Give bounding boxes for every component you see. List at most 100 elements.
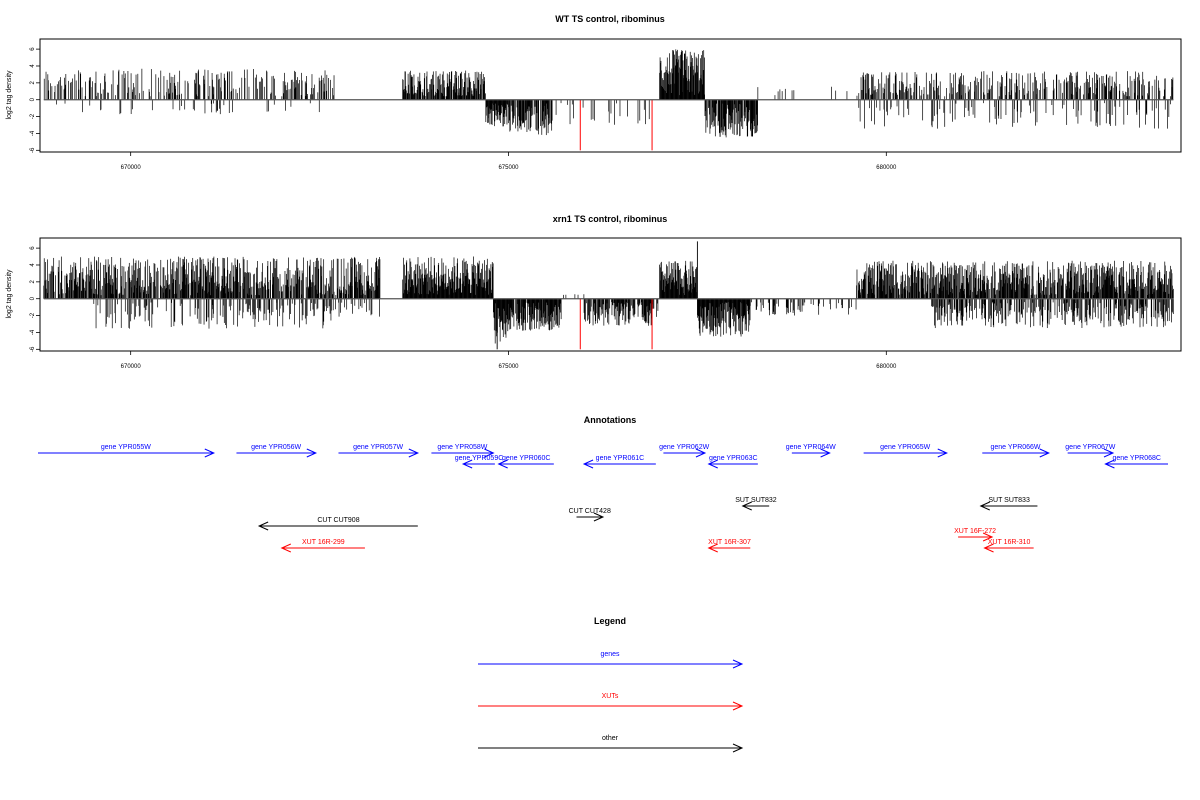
feature-label: gene YPR057W [353,444,403,451]
feature-label: gene YPR061C [596,455,645,462]
feature-arrowhead [280,543,292,553]
feature-other: CUT CUT908 [257,517,418,531]
y-tick-label: -2 [30,113,36,119]
feature-other: SUT SUT833 [979,497,1038,511]
feature-xut: XUT 16F-272 [954,528,996,542]
x-tick-label: 680000 [876,364,897,370]
y-tick-label: 6 [30,246,36,250]
feature-gene: gene YPR057W [338,444,420,458]
panel-title-xrn1: xrn1 TS control, ribominus [553,214,668,224]
feature-arrowhead [732,659,744,669]
y-tick-label: -2 [30,312,36,318]
feature-label: CUT CUT428 [569,508,611,515]
feature-gene: gene YPR060C [497,455,554,469]
feature-gene: gene YPR055W [38,444,216,458]
feature-gene: gene YPR061C [582,455,656,469]
feature-other: CUT CUT428 [569,508,611,522]
x-tick-label: 670000 [121,364,142,370]
feature-arrowhead [982,532,994,542]
feature-label: gene YPR068C [1112,455,1161,462]
y-ticks-wt: -6 -4 -2 0 2 4 6 [30,47,40,153]
legend-section: Legend genes XUTs other [478,616,744,753]
panel-title-wt: WT TS control, ribominus [555,14,665,24]
feature-arrowhead [732,743,744,753]
feature-arrowhead [593,512,605,522]
feature-label: gene YPR064W [786,444,836,451]
feature-other: SUT SUT832 [735,497,777,511]
y-tick-label: 6 [30,47,36,51]
x-ticks-wt: 670000 675000 680000 [121,152,897,171]
feature-label: SUT SUT832 [735,497,777,504]
feature-arrowhead [497,459,508,469]
feature-arrowhead [707,543,718,553]
bars-wt [43,49,1174,151]
feature-arrowhead [1103,448,1115,458]
feature-arrowhead [306,448,318,458]
x-tick-label: 675000 [498,165,519,171]
feature-gene: gene YPR066W [982,444,1050,458]
feature-arrowhead [979,501,990,511]
feature-label: gene YPR067W [1065,444,1115,451]
x-ticks-xrn1: 670000 675000 680000 [121,351,897,370]
feature-label: gene YPR063C [709,455,758,462]
feature-arrowhead [707,459,718,469]
y-ticks-xrn1: -6 -4 -2 0 2 4 6 [30,246,40,352]
legend-title: Legend [594,616,626,626]
x-tick-label: 675000 [498,364,519,370]
y-tick-label: -6 [30,147,36,153]
feature-label: XUT 16F-272 [954,528,996,535]
bars-xrn1 [43,241,1174,350]
legend-label: other [602,735,619,742]
x-tick-label: 670000 [121,165,142,171]
y-tick-label: -6 [30,346,36,352]
feature-arrowhead [204,448,216,458]
feature-gene: gene YPR056W [236,444,318,458]
feature-gene: gene YPR063C [707,455,758,469]
feature-gene: gene YPR058W [431,444,495,458]
y-tick-label: 0 [30,296,36,300]
feature-label: gene YPR062W [659,444,709,451]
feature-arrowhead [1104,459,1115,469]
feature-label: XUT 16R-299 [302,539,345,546]
feature-arrowhead [484,448,495,458]
feature-arrowhead [408,448,420,458]
feature-arrowhead [820,448,831,458]
y-tick-label: 4 [30,64,36,68]
feature-gene: gene YPR068C [1104,455,1168,469]
panel-wt: WT TS control, ribominus log2 tag densit… [6,14,1182,171]
feature-arrowhead [937,448,948,458]
y-axis-label-xrn1: log2 tag density [6,269,13,319]
feature-arrowhead [461,459,473,469]
legend-label: genes [600,651,620,658]
y-tick-label: -4 [30,130,36,136]
feature-xut: XUT 16R-307 [707,539,751,553]
feature-arrowhead [732,701,744,711]
feature-label: XUT 16R-310 [988,539,1031,546]
feature-label: gene YPR060C [502,455,551,462]
feature-label: gene YPR059C [455,455,504,462]
feature-label: XUT 16R-307 [708,539,751,546]
feature-label: gene YPR058W [437,444,487,451]
y-tick-label: 0 [30,97,36,101]
plot-frame-wt [39,38,1182,153]
feature-xut: XUT 16R-299 [280,539,365,553]
feature-xut: XUT 16R-310 [983,539,1034,553]
feature-arrowhead [1039,448,1050,458]
feature-gene: gene YPR062W [659,444,710,458]
feature-arrowhead [983,543,994,553]
feature-arrowhead [257,521,269,531]
feature-label: gene YPR056W [251,444,301,451]
feature-arrowhead [582,459,594,469]
feature-label: gene YPR065W [880,444,930,451]
feature-label: gene YPR066W [990,444,1040,451]
legend-item-gene: genes [478,651,744,669]
legend-item-xut: XUTs [478,693,744,711]
y-tick-label: -4 [30,329,36,335]
feature-arrowhead [695,448,707,458]
feature-arrowhead [741,501,752,511]
annotation-features: gene YPR055W gene YPR056W gene YPR057W gene… [38,444,1168,553]
x-tick-label: 680000 [876,165,897,171]
feature-gene: gene YPR067W [1065,444,1116,458]
y-tick-label: 4 [30,263,36,267]
